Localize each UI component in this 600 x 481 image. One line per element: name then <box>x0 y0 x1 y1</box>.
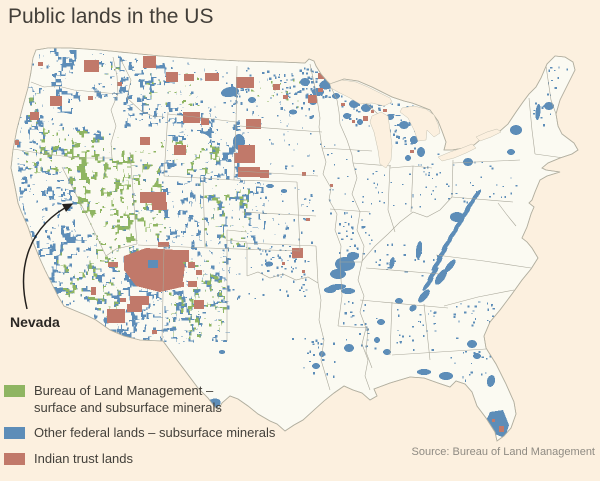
public-lands-layer <box>11 48 575 438</box>
legend-item-federal: Other federal lands – subsurface mineral… <box>4 425 275 442</box>
legend-label-indian: Indian trust lands <box>34 450 134 466</box>
legend-swatch-indian <box>4 452 25 465</box>
chart-title: Public lands in the US <box>8 5 214 28</box>
state-borders <box>12 56 565 391</box>
legend-label-federal: Other federal lands – subsurface mineral… <box>34 425 276 441</box>
legend-label-blm-line2: surface and subsurface minerals <box>34 399 222 415</box>
nevada-annotation-arrow <box>22 203 74 310</box>
legend-swatch-federal <box>4 427 25 440</box>
legend-label-blm: Bureau of Land Management – surface and … <box>34 383 222 416</box>
legend-label-blm-line1: Bureau of Land Management – <box>34 383 214 398</box>
legend-item-blm: Bureau of Land Management – surface and … <box>4 383 275 416</box>
legend: Bureau of Land Management – surface and … <box>4 383 275 468</box>
nevada-annotation-label: Nevada <box>10 314 60 330</box>
legend-item-indian: Indian trust lands <box>4 451 275 468</box>
legend-swatch-blm <box>4 385 25 397</box>
source-credit: Source: Bureau of Land Management <box>411 446 595 458</box>
great-lakes <box>329 79 502 169</box>
